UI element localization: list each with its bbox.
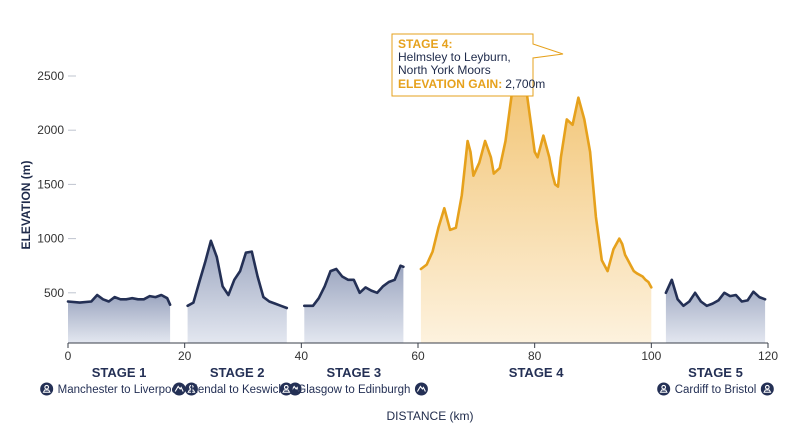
stage-elevation-line (66, 293, 172, 306)
y-tick-label: 1500 (37, 177, 64, 191)
pin-icon-base (42, 389, 51, 393)
stage-label: STAGE 1 (92, 365, 147, 380)
callout-box (391, 33, 564, 97)
pin-icon (40, 382, 54, 396)
stage-annotation-callout: STAGE 4: Helmsley to Leyburn, North York… (391, 33, 564, 97)
stage-route-label: Cardiff to Bristol (675, 384, 757, 396)
y-axis-title: ELEVATION (m) (19, 161, 33, 250)
y-tick-label: 2500 (37, 69, 64, 83)
pin-icon-head (189, 384, 194, 390)
pin-icon-head (283, 384, 289, 390)
stage-elevation-line (664, 278, 767, 308)
x-tick-label: 60 (411, 349, 425, 363)
mountain-icon-peaks (416, 385, 426, 392)
callout-line-2: North York Moors (398, 63, 491, 77)
stage-2-profile: STAGE 2 Kendal to Keswick (172, 239, 302, 396)
callout-title: STAGE 4: (398, 37, 452, 51)
callout-gain: ELEVATION GAIN: 2,700m (398, 77, 545, 91)
pin-icon (279, 382, 293, 396)
stage-area-fill (68, 295, 171, 343)
pin-icon-base (659, 389, 668, 393)
stage-route-label: Kendal to Keswick (190, 384, 284, 396)
mountain-icon (172, 382, 186, 396)
stage-label: STAGE 4 (509, 365, 564, 380)
pin-icon-head (764, 384, 770, 390)
stage-label: STAGE 2 (210, 365, 265, 380)
mountain-icon (288, 382, 302, 396)
x-tick-label: 0 (65, 349, 72, 363)
stage-route-label: Manchester to Liverpool (58, 384, 181, 396)
pin-icon (760, 382, 774, 396)
stage-route-label: Glasgow to Edinburgh (297, 384, 410, 396)
y-tick-label: 1000 (37, 232, 64, 246)
stage-area-fill (304, 265, 404, 343)
stage-label: STAGE 5 (688, 365, 743, 380)
stage-area-fill (665, 279, 766, 343)
stage-1-profile: STAGE 1 Manchester to Liverpool (40, 293, 198, 396)
x-axis: 0 20 40 60 80 100 120 (65, 342, 778, 363)
mountain-icon-peaks (174, 385, 184, 392)
callout-gain-value: 2,700m (505, 77, 545, 91)
x-tick-label: 100 (641, 349, 661, 363)
pin-icon-head (44, 384, 50, 390)
callout-gain-label: ELEVATION GAIN: (398, 77, 502, 91)
mountain-icon (414, 382, 428, 396)
pin-icon-base (187, 389, 196, 393)
x-tick-label: 80 (528, 349, 542, 363)
mountain-icon-bg (172, 382, 186, 396)
y-tick-label: 500 (44, 286, 64, 300)
plot-area: STAGE 1 Manchester to Liverpool STAGE 2 Ken… (40, 53, 774, 396)
stage-elevation-line (303, 264, 405, 308)
stage-5-profile: STAGE 5 Cardiff to Bristol (657, 278, 774, 396)
stage-3-profile: STAGE 3 Glasgow to Edinburgh (279, 264, 428, 396)
x-tick-label: 120 (758, 349, 778, 363)
stage-elevation-line (186, 239, 289, 310)
x-tick-label: 20 (178, 349, 192, 363)
x-tick-label: 40 (295, 349, 309, 363)
stage-area-fill (420, 54, 652, 344)
mountain-icon-peaks (290, 385, 300, 392)
pin-icon-base (763, 389, 772, 393)
y-tick-label: 2000 (37, 123, 64, 137)
x-axis-title: DISTANCE (km) (386, 409, 473, 423)
stage-label: STAGE 3 (326, 365, 381, 380)
stage-area-fill (187, 240, 287, 343)
callout-line-1: Helmsley to Leyburn, (398, 50, 511, 64)
mountain-icon-bg (414, 382, 428, 396)
y-axis: 500 1000 1500 2000 2500 (37, 69, 76, 300)
pin-icon (657, 382, 671, 396)
stage-4-profile: STAGE 4 (419, 53, 653, 380)
pin-icon-head (661, 384, 667, 390)
mountain-icon-bg (288, 382, 302, 396)
pin-icon (184, 382, 198, 396)
pin-icon-base (282, 389, 291, 393)
stage-elevation-line (419, 53, 653, 289)
